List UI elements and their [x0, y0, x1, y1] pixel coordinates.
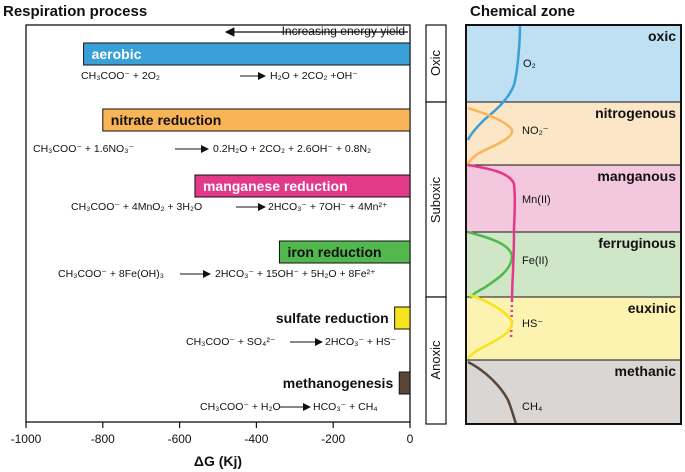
left-plot-frame — [25, 24, 411, 423]
side-zone-labels: Oxic Suboxic Anoxic — [425, 24, 447, 425]
equation-methanogenesis-lhs: CH₃COO⁻ + H₂O — [200, 401, 281, 413]
x-axis-label: ΔG (Kj) — [194, 453, 242, 469]
energy-yield-label: Increasing energy yield — [282, 24, 405, 38]
bar-label-methanogenesis: methanogenesis — [283, 375, 394, 391]
equation-aerobic: CH₃COO⁻ + 2O₂ H₂O + 2CO₂ +OH⁻ — [81, 70, 358, 82]
bar-label-manganese-reduction: manganese reduction — [203, 178, 348, 194]
side-label-suboxic: Suboxic — [428, 176, 443, 223]
equation-nitrate-lhs: CH₃COO⁻ + 1.6NO₃⁻ — [33, 143, 134, 155]
bar-iron-reduction — [278, 240, 411, 264]
equation-sulfate: CH₃COO⁻ + SO₄²⁻ 2HCO₃⁻ + HS⁻ — [186, 336, 397, 348]
equation-iron-lhs: CH₃COO⁻ + 8Fe(OH)₃ — [58, 268, 164, 280]
equation-aerobic-rhs: H₂O + 2CO₂ +OH⁻ — [270, 70, 358, 82]
x-tick-label: -600 — [168, 432, 192, 446]
species-label-mn: Mn(II) — [522, 194, 551, 206]
hs-curve — [467, 293, 514, 359]
equation-aerobic-lhs: CH₃COO⁻ + 2O₂ — [81, 70, 160, 82]
bar-label-nitrate-reduction: nitrate reduction — [111, 112, 221, 128]
equation-manganese-lhs: CH₃COO⁻ + 4MnO₂ + 3H₂O — [71, 201, 202, 213]
zone-oxic — [465, 24, 682, 103]
species-label-ch4: CH₄ — [522, 401, 543, 413]
equation-sulfate-rhs: 2HCO₃⁻ + HS⁻ — [325, 336, 397, 348]
species-label-hs: HS⁻ — [522, 318, 543, 330]
species-label-no2: NO₂⁻ — [522, 125, 549, 137]
side-label-oxic: Oxic — [428, 50, 443, 77]
bar-sulfate-reduction — [394, 306, 411, 330]
x-tick-label: -200 — [321, 432, 345, 446]
x-tick-label: -400 — [244, 432, 268, 446]
equation-methanogenesis-rhs: HCO₃⁻ + CH₄ — [313, 401, 378, 413]
zone-label-euxinic: euxinic — [628, 300, 676, 316]
bar-aerobic — [83, 42, 411, 66]
right-panel-title: Chemical zone — [470, 3, 575, 20]
equation-nitrate-rhs: 0.2H₂O + 2CO₂ + 2.6OH⁻ + 0.8N₂ — [213, 143, 371, 155]
zone-label-ferruginous: ferruginous — [598, 235, 676, 251]
zone-label-oxic: oxic — [648, 28, 676, 44]
concentration-curves — [466, 24, 522, 425]
side-label-anoxic: Anoxic — [428, 340, 443, 380]
zone-manganous — [465, 164, 682, 233]
species-label-o2: O₂ — [523, 58, 536, 70]
zone-euxinic — [465, 296, 682, 361]
left-panel-title: Respiration process — [3, 3, 147, 20]
bar-label-aerobic: aerobic — [92, 46, 142, 62]
o2-curve — [466, 24, 522, 141]
equation-manganese: CH₃COO⁻ + 4MnO₂ + 3H₂O 2HCO₃⁻ + 7OH⁻ + 4… — [71, 201, 388, 213]
zone-nitrogenous — [465, 101, 682, 166]
zone-label-manganous: manganous — [597, 168, 676, 184]
zone-label-methanic: methanic — [615, 363, 677, 379]
x-tick-label: -800 — [91, 432, 115, 446]
x-tick-label: 0 — [407, 432, 414, 446]
mn-curve — [467, 163, 517, 233]
ch4-curve — [467, 360, 518, 425]
x-tick-label: -1000 — [11, 432, 42, 446]
bar-label-iron-reduction: iron reduction — [287, 244, 381, 260]
equation-methanogenesis: CH₃COO⁻ + H₂O HCO₃⁻ + CH₄ — [200, 401, 378, 413]
bar-methanogenesis — [398, 371, 411, 395]
bar-nitrate-reduction — [102, 108, 411, 132]
fe-ii-line — [510, 231, 516, 301]
bar-label-sulfate-reduction: sulfate reduction — [276, 310, 389, 326]
right-panel-frame — [465, 24, 682, 425]
zone-label-nitrogenous: nitrogenous — [595, 105, 676, 121]
side-label-box-anoxic — [425, 296, 447, 425]
fe-curve — [467, 230, 514, 299]
equation-manganese-rhs: 2HCO₃⁻ + 7OH⁻ + 4Mn²⁺ — [268, 201, 388, 213]
equation-iron: CH₃COO⁻ + 8Fe(OH)₃ 2HCO₃⁻ + 15OH⁻ + 5H₂O… — [58, 268, 376, 280]
equation-nitrate: CH₃COO⁻ + 1.6NO₃⁻ 0.2H₂O + 2CO₂ + 2.6OH⁻… — [33, 143, 371, 155]
equation-iron-rhs: 2HCO₃⁻ + 15OH⁻ + 5H₂O + 8Fe²⁺ — [215, 268, 376, 280]
equation-sulfate-lhs: CH₃COO⁻ + SO₄²⁻ — [186, 336, 276, 348]
species-label-fe: Fe(II) — [522, 255, 548, 267]
no2-curve — [466, 106, 514, 166]
bar-manganese-reduction — [194, 174, 411, 198]
